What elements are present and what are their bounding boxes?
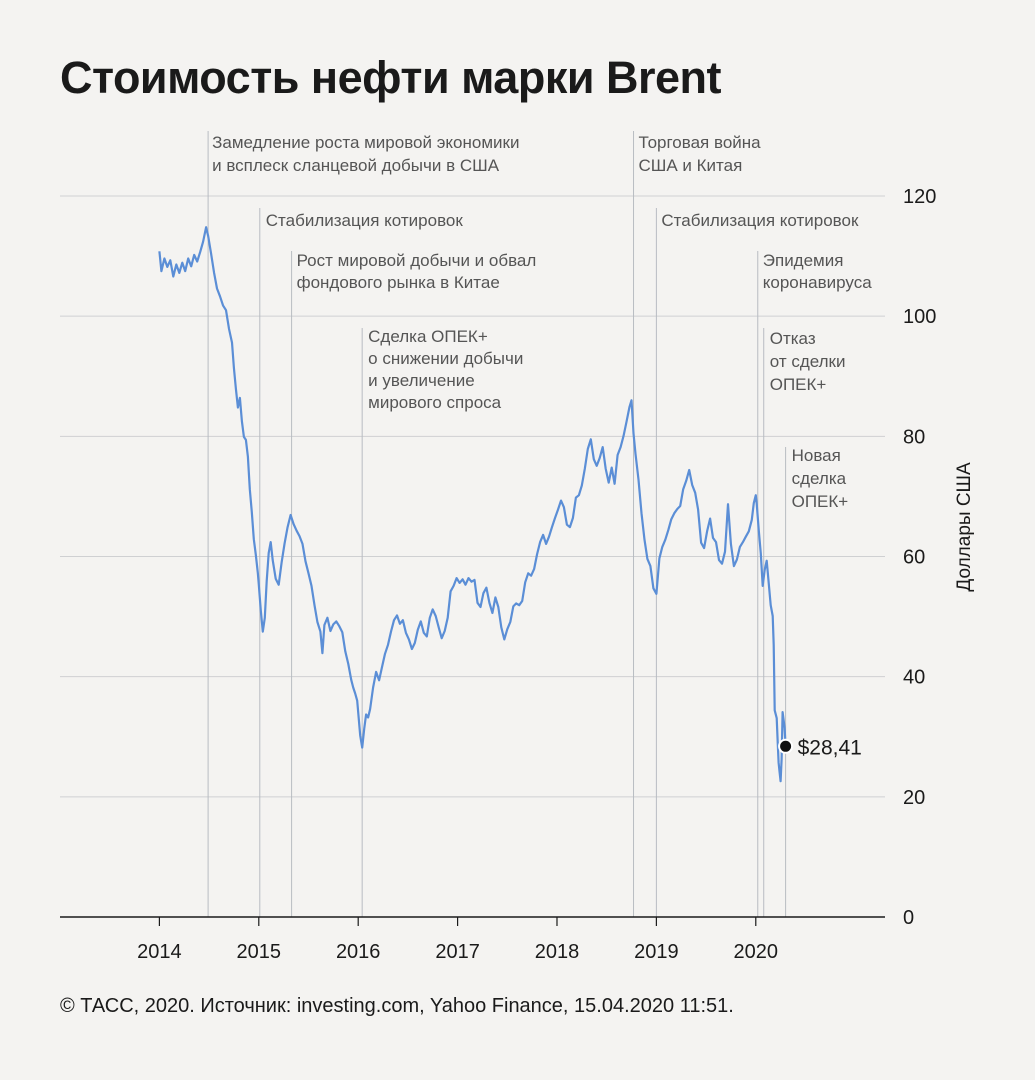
event-annotation: Замедление роста мировой экономики и вспл… — [212, 133, 519, 175]
event-annotation: Новая сделка ОПЕК+ — [792, 446, 849, 511]
series-line-brent — [158, 226, 787, 783]
y-tick-label: 0 — [903, 907, 914, 929]
last-value-marker — [778, 738, 794, 754]
x-tick-label: 2018 — [535, 941, 580, 963]
chart-title: Стоимость нефти марки Brent — [60, 52, 722, 103]
x-tick-label: 2019 — [634, 941, 679, 963]
y-axis-label: Доллары США — [954, 462, 975, 592]
event-annotation: Рост мировой добычи и обвал фондового рын… — [297, 251, 537, 292]
x-tick-label: 2015 — [237, 941, 282, 963]
y-tick-label: 20 — [903, 787, 925, 809]
last-value-label: $28,41 — [798, 736, 862, 759]
source-footer: © ТАСС, 2020. Источник: investing.com, Y… — [60, 995, 734, 1017]
x-tick-label: 2020 — [734, 941, 779, 963]
y-tick-label: 60 — [903, 547, 925, 569]
event-annotation: Стабилизация котировок — [266, 211, 464, 230]
y-tick-label: 80 — [903, 426, 925, 448]
event-annotation: Отказ от сделки ОПЕК+ — [770, 329, 846, 394]
event-annotation: Торговая война США и Китая — [639, 133, 762, 175]
event-annotation: Сделка ОПЕК+ о снижении добычи и увеличени… — [368, 327, 523, 412]
x-tick-label: 2014 — [137, 941, 182, 963]
y-tick-label: 120 — [903, 186, 936, 208]
x-tick-label: 2017 — [435, 941, 480, 963]
event-annotation: Эпидемия коронавируса — [763, 251, 872, 292]
event-annotation: Стабилизация котировок — [661, 211, 859, 230]
y-tick-label: 40 — [903, 667, 925, 689]
x-tick-label: 2016 — [336, 941, 381, 963]
y-tick-label: 100 — [903, 306, 936, 328]
